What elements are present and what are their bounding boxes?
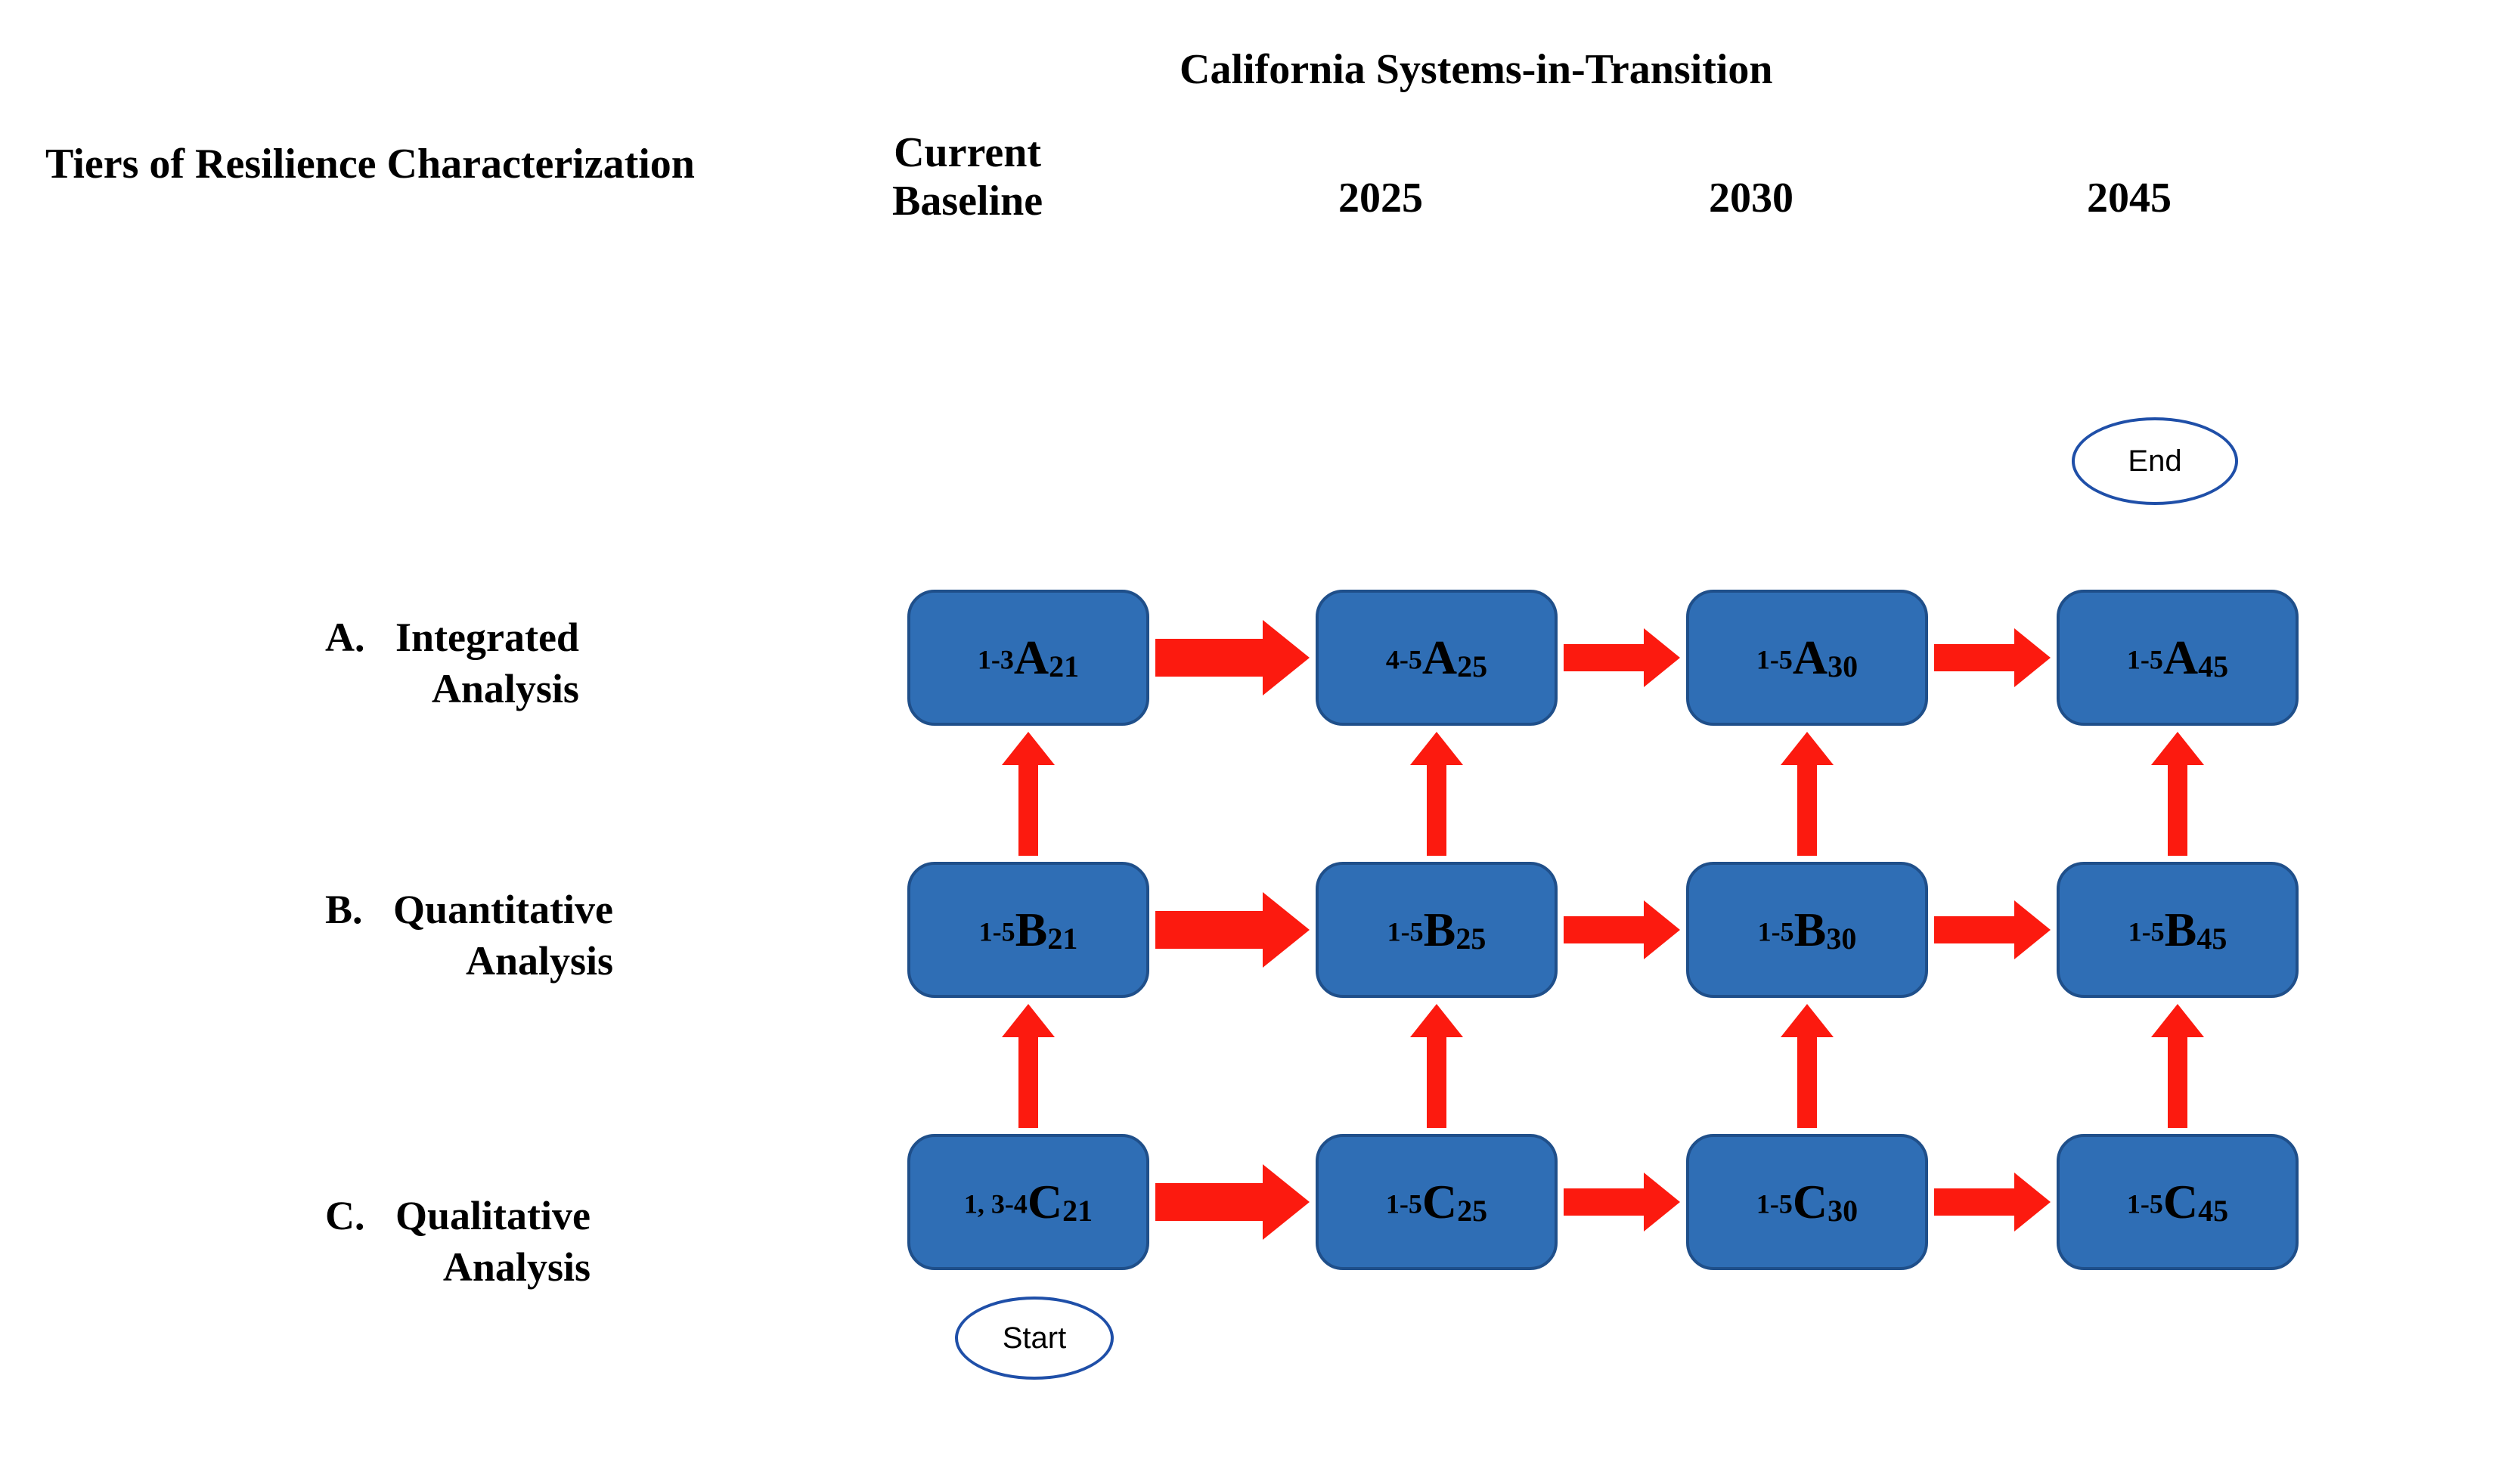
node-superscript: 1-5 [1758,917,1794,947]
node-a21: 1-3A21 [907,590,1149,726]
node-letter: A [1793,630,1828,684]
arrow-up-icon [1002,1004,1055,1128]
node-letter: B [1794,903,1827,956]
col-header-baseline: Current Baseline [892,129,1043,225]
node-b25: 1-5B25 [1316,862,1558,998]
node-a25: 4-5A25 [1316,590,1558,726]
arrow-right-icon [1155,1164,1310,1240]
node-letter: B [1015,903,1048,956]
row-label-a: A. Integrated Analysis [325,612,579,714]
node-superscript: 1-5 [979,917,1015,947]
node-letter: C [1793,1175,1828,1228]
node-letter: A [2163,630,2198,684]
node-b21: 1-5B21 [907,862,1149,998]
node-c25: 1-5C25 [1316,1134,1558,1270]
node-c45: 1-5C45 [2057,1134,2299,1270]
arrow-up-icon [1781,732,1834,856]
node-superscript: 1-5 [2127,1189,2163,1219]
arrow-right-icon [1564,900,1680,959]
node-a45: 1-5A45 [2057,590,2299,726]
node-subscript: 21 [1049,649,1079,683]
node-b45: 1-5B45 [2057,862,2299,998]
node-superscript: 1-5 [2128,917,2165,947]
node-letter: B [2165,903,2197,956]
node-subscript: 25 [1457,1194,1487,1228]
node-letter: A [1014,630,1049,684]
col-header-2030: 2030 [1709,174,1793,222]
arrow-up-icon [1410,1004,1463,1128]
row-label-line2: Analysis [432,666,579,711]
arrow-up-icon [1002,732,1055,856]
arrow-right-icon [1155,892,1310,968]
node-superscript: 1-5 [1756,645,1793,675]
col-header-2025: 2025 [1338,174,1423,222]
node-superscript: 1, 3-4 [964,1189,1028,1219]
node-subscript: 30 [1828,649,1858,683]
row-label-line1: Quantitative [393,887,613,932]
node-subscript: 30 [1826,922,1856,956]
node-letter: A [1422,630,1457,684]
node-superscript: 1-5 [2127,645,2163,675]
left-title: Tiers of Resilience Characterization [45,140,695,188]
node-subscript: 21 [1047,922,1077,956]
node-subscript: 45 [2198,1194,2228,1228]
col-header-line1: Current [894,129,1041,176]
arrow-up-icon [1781,1004,1834,1128]
row-label-prefix: C. [325,1193,365,1238]
node-letter: B [1424,903,1456,956]
node-subscript: 45 [2196,922,2227,956]
col-header-2045: 2045 [2087,174,2172,222]
node-a30: 1-5A30 [1686,590,1928,726]
arrow-right-icon [1155,620,1310,696]
row-label-prefix: B. [325,887,363,932]
arrow-right-icon [1934,900,2051,959]
start-ellipse: Start [955,1297,1114,1380]
arrow-up-icon [2151,1004,2204,1128]
end-ellipse: End [2072,417,2238,505]
arrow-right-icon [1934,628,2051,687]
node-subscript: 45 [2198,649,2228,683]
node-superscript: 4-5 [1386,645,1422,675]
arrow-right-icon [1564,1173,1680,1232]
row-label-line1: Qualitative [395,1193,591,1238]
arrow-up-icon [1410,732,1463,856]
node-letter: C [2163,1175,2198,1228]
row-label-line1: Integrated [395,615,579,660]
node-c30: 1-5C30 [1686,1134,1928,1270]
node-c21: 1, 3-4C21 [907,1134,1149,1270]
node-letter: C [1422,1175,1457,1228]
node-superscript: 1-3 [978,645,1014,675]
node-letter: C [1028,1175,1062,1228]
node-b30: 1-5B30 [1686,862,1928,998]
node-subscript: 30 [1828,1194,1858,1228]
node-superscript: 1-5 [1386,1189,1422,1219]
row-label-b: B. Quantitative Analysis [325,885,613,987]
row-label-line2: Analysis [466,938,613,984]
row-label-c: C. Qualitative Analysis [325,1191,591,1293]
arrow-right-icon [1934,1173,2051,1232]
col-header-line2: Baseline [892,178,1043,225]
node-superscript: 1-5 [1756,1189,1793,1219]
node-subscript: 21 [1062,1194,1093,1228]
main-title: California Systems-in-Transition [1180,45,1773,94]
arrow-right-icon [1564,628,1680,687]
arrow-up-icon [2151,732,2204,856]
node-subscript: 25 [1457,649,1487,683]
node-superscript: 1-5 [1387,917,1424,947]
row-label-line2: Analysis [443,1244,591,1290]
row-label-prefix: A. [325,615,365,660]
node-subscript: 25 [1456,922,1486,956]
